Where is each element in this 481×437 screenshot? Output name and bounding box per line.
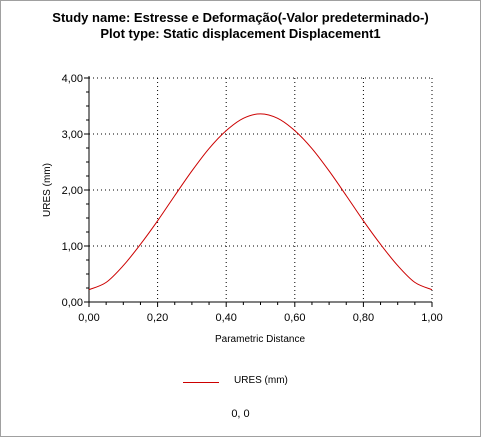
plot-type-title: Plot type: Static displacement Displacem…	[100, 26, 381, 41]
x-tick-label: 1,00	[421, 312, 442, 324]
y-tick-label: 1,00	[62, 241, 83, 253]
x-axis-label: Parametric Distance	[215, 334, 305, 345]
x-tick-label: 0,60	[284, 312, 305, 324]
y-tick-label: 3,00	[62, 129, 83, 141]
legend-label: URES (mm)	[234, 375, 288, 386]
legend-swatch	[183, 382, 219, 383]
x-tick-label: 0,40	[215, 312, 236, 324]
series-line-0	[88, 113, 433, 291]
x-tick-label: 0,80	[353, 312, 374, 324]
axes	[88, 76, 432, 303]
y-axis-label: URES (mm)	[42, 163, 53, 217]
y-tick-labels: 0,00 1,00 2,00 3,00 4,00	[62, 73, 83, 309]
cursor-coordinates: 0, 0	[231, 408, 250, 420]
y-tick-label: 0,00	[62, 297, 83, 309]
tick-marks	[84, 77, 433, 307]
grid-lines	[88, 77, 433, 303]
chart-header: Study name: Estresse e Deformação(-Valor…	[0, 10, 481, 42]
x-tick-label: 0,20	[147, 312, 168, 324]
x-tick-labels: 0,00 0,20 0,40 0,60 0,80 1,00	[78, 312, 442, 324]
y-tick-label: 2,00	[62, 185, 83, 197]
y-tick-label: 4,00	[62, 73, 83, 85]
legend: URES (mm)	[0, 374, 481, 390]
x-tick-label: 0,00	[78, 312, 99, 324]
study-name-title: Study name: Estresse e Deformação(-Valor…	[52, 10, 429, 25]
series-group	[88, 113, 433, 291]
